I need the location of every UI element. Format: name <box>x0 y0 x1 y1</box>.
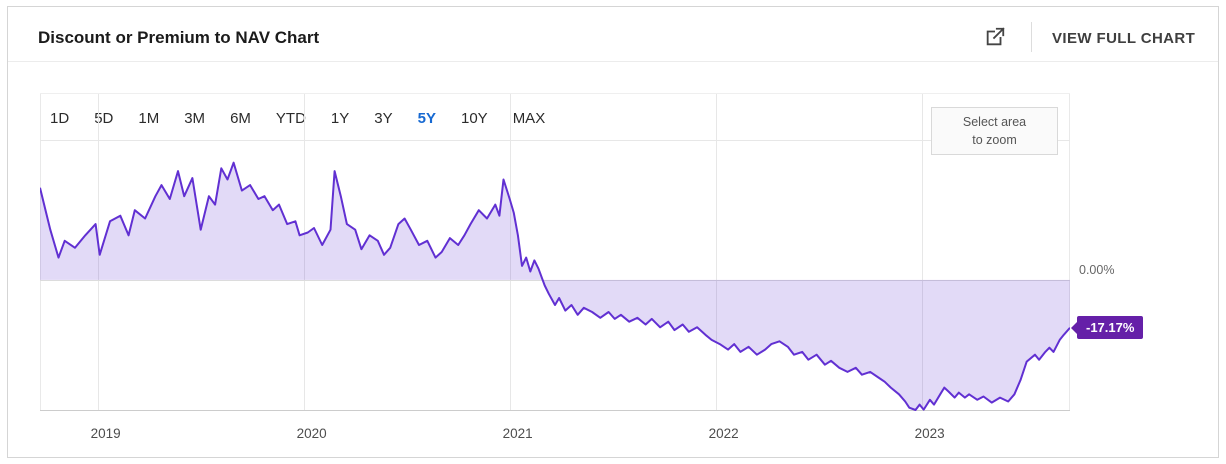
area-fill <box>40 162 1070 410</box>
x-axis-label-2019: 2019 <box>90 426 121 441</box>
x-axis-label-2021: 2021 <box>502 426 533 441</box>
zoom-hint-line1: Select area <box>962 115 1027 129</box>
open-in-new-icon[interactable] <box>984 26 1006 48</box>
zero-axis-label: 0.00% <box>1079 263 1115 277</box>
select-area-to-zoom-button[interactable]: Select area to zoom <box>931 107 1058 156</box>
range-option-6m[interactable]: 6M <box>230 109 251 127</box>
header-divider <box>1031 22 1032 52</box>
nav-premium-discount-plot[interactable] <box>40 93 1070 411</box>
zoom-hint-line2: to zoom <box>972 133 1017 148</box>
x-axis: 2019 2020 2021 2022 2023 <box>40 426 1070 444</box>
gridlines <box>40 93 1070 411</box>
header-rule <box>8 61 1218 62</box>
range-option-5y[interactable]: 5Y <box>417 109 436 127</box>
premium-discount-line <box>40 161 1070 411</box>
x-axis-label-2022: 2022 <box>708 426 739 441</box>
last-value-badge: -17.17% <box>1070 316 1144 339</box>
range-option-1m[interactable]: 1M <box>138 109 160 127</box>
range-selector: 1D 5D 1M 3M 6M YTD 1Y 3Y 5Y 10Y MAX <box>50 100 545 136</box>
range-option-1d[interactable]: 1D <box>50 109 70 127</box>
range-option-3m[interactable]: 3M <box>184 109 206 127</box>
range-option-max[interactable]: MAX <box>512 109 546 127</box>
range-option-3y[interactable]: 3Y <box>374 109 393 127</box>
range-option-1y[interactable]: 1Y <box>330 109 350 127</box>
x-axis-label-2020: 2020 <box>296 426 327 441</box>
range-option-10y[interactable]: 10Y <box>460 109 488 127</box>
view-full-chart-link[interactable]: VIEW FULL CHART <box>1052 30 1196 47</box>
range-option-ytd[interactable]: YTD <box>275 109 306 127</box>
page-title: Discount or Premium to NAV Chart <box>38 28 320 47</box>
x-axis-label-2023: 2023 <box>914 426 945 441</box>
